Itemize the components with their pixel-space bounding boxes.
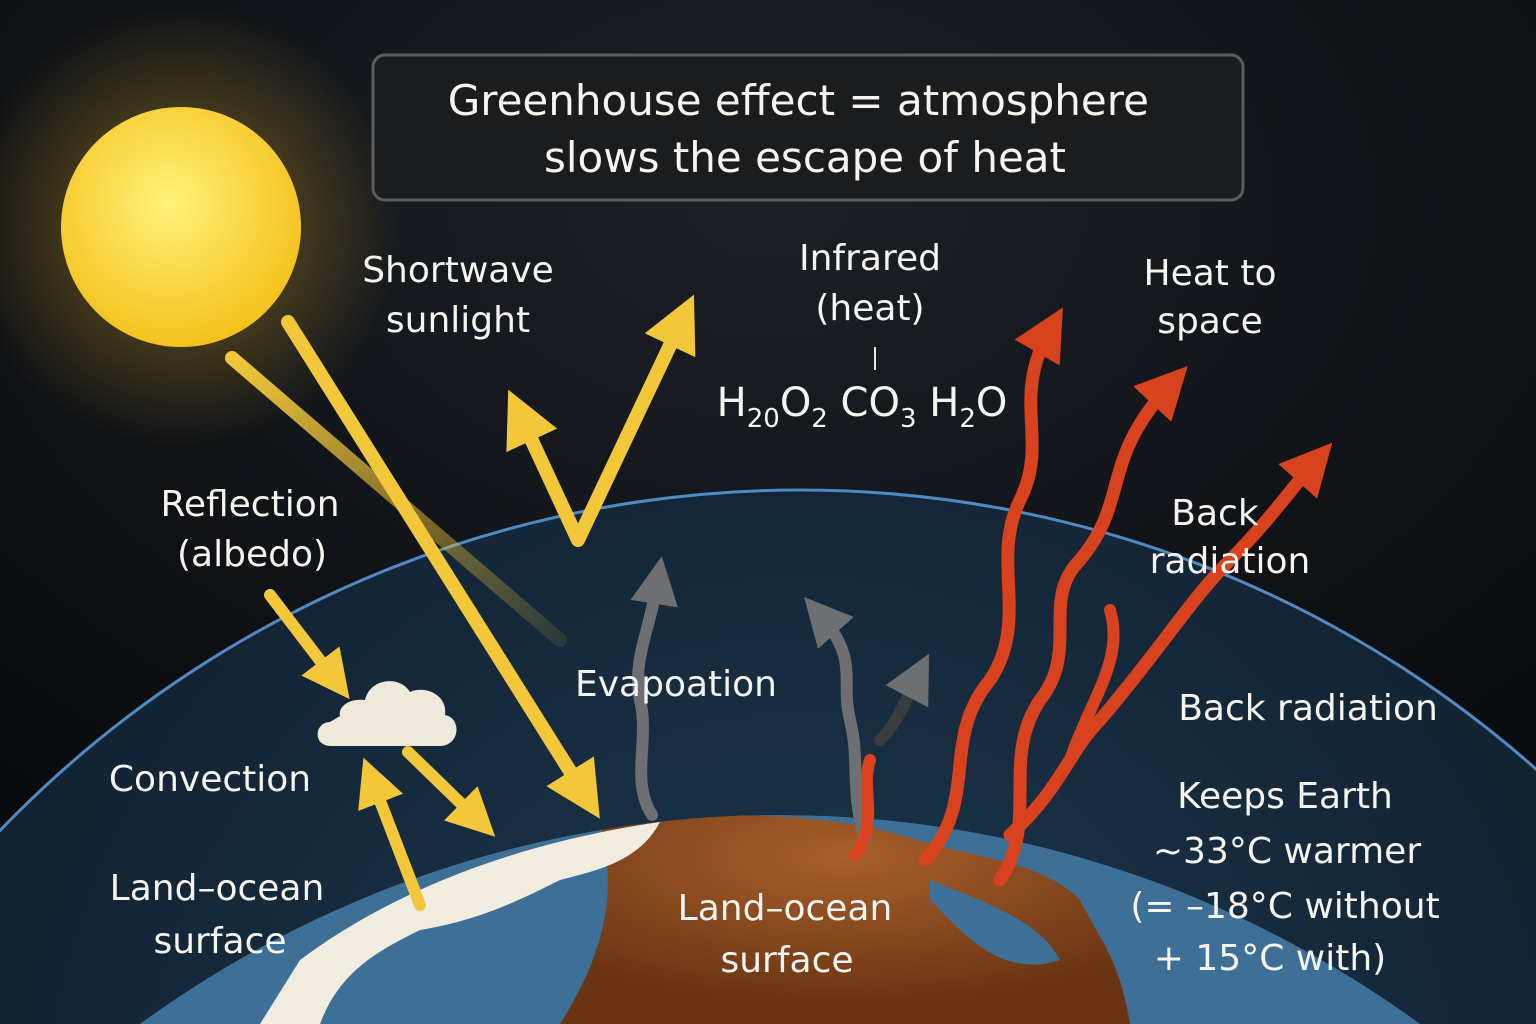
label-line: surface xyxy=(720,940,853,981)
label-line: Back xyxy=(1171,493,1259,534)
gas-sub: 3 xyxy=(900,404,917,434)
land xyxy=(560,815,1130,1024)
heat-arrow xyxy=(1064,604,1120,766)
label-line: Land–ocean xyxy=(678,888,893,929)
sunbeam xyxy=(281,315,600,819)
heat-arrow xyxy=(918,307,1063,867)
label: Land–ocean surface xyxy=(678,888,893,981)
label-line: + 15°C with) xyxy=(1154,938,1386,979)
label-line: surface xyxy=(153,921,286,962)
label-line: radiation xyxy=(1150,541,1311,582)
label-line: (= –18°C without xyxy=(1130,886,1439,927)
label-line: (albedo) xyxy=(177,534,327,575)
title-line: Greenhouse effect = atmosphere xyxy=(448,76,1149,125)
label-line: Infrared xyxy=(799,238,941,279)
gas-sub: 2 xyxy=(959,404,976,434)
title-line: slows the escape of heat xyxy=(544,133,1066,182)
vapor-arrow xyxy=(874,653,930,746)
gas-base: O xyxy=(976,380,1007,426)
arrows xyxy=(225,294,1333,911)
gas-base: CO xyxy=(828,380,900,426)
gas-base: O xyxy=(780,380,811,426)
title: Greenhouse effect = atmosphere slows the… xyxy=(448,76,1163,182)
heat-arrow xyxy=(849,754,876,861)
label-line: Reflection xyxy=(160,484,339,525)
gas-sub: 20 xyxy=(747,404,780,434)
evaporation-arrow xyxy=(630,556,678,821)
label: Keeps Earth ~33°C warmer (= –18°C without +… xyxy=(1130,776,1439,979)
sun xyxy=(61,107,301,347)
label-line: Keeps Earth xyxy=(1177,776,1393,817)
label: Back radiation xyxy=(1178,688,1438,729)
label-line: Heat to xyxy=(1144,253,1277,294)
label: Convection xyxy=(109,759,311,800)
gas-base: H xyxy=(717,380,747,426)
gases: H20O2 CO3 H2O xyxy=(717,380,1008,434)
label: Heat to space xyxy=(1144,253,1277,342)
heat-arrow xyxy=(993,365,1188,887)
label: Land–ocean surface xyxy=(110,868,325,962)
label-line: sunlight xyxy=(386,300,530,341)
label: Evapoation xyxy=(575,664,777,705)
label-line: ~33°C warmer xyxy=(1153,831,1421,872)
label: Shortwave sunlight xyxy=(362,250,554,341)
vapor-arrow xyxy=(804,597,871,846)
gas-sub: 2 xyxy=(811,404,828,434)
label-line: (heat) xyxy=(815,288,924,329)
label: Reflection (albedo) xyxy=(160,484,339,575)
label: Infrared (heat) xyxy=(799,238,941,329)
convection-arrow xyxy=(358,757,426,911)
label-line: Land–ocean xyxy=(110,868,325,909)
label-line: space xyxy=(1157,301,1263,342)
sea xyxy=(930,880,1060,965)
earth xyxy=(0,815,1536,1024)
cloud xyxy=(317,681,457,746)
title-box xyxy=(371,53,1245,202)
gas-base: H xyxy=(917,380,960,426)
convection-arrow xyxy=(402,746,496,837)
ice xyxy=(260,822,660,1024)
reflection-arrow xyxy=(264,589,350,700)
label-line: Shortwave xyxy=(362,250,554,291)
back-radiation-arrow xyxy=(1003,442,1333,842)
label: Back radiation xyxy=(1150,493,1311,582)
reflected-arrow xyxy=(506,294,696,547)
